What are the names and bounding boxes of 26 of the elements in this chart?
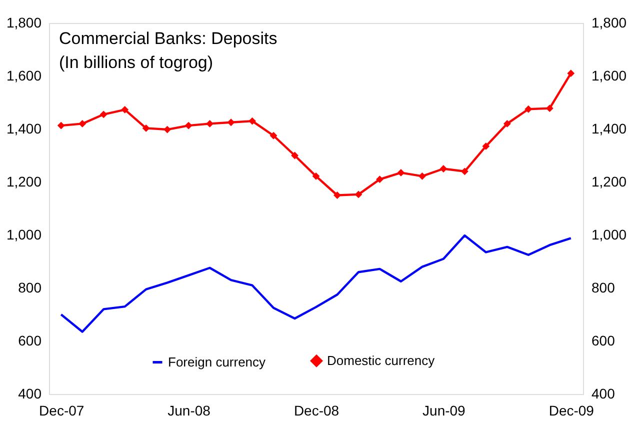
x-tick-label: Jun-08 (168, 402, 211, 418)
y2-tick-label: 400 (592, 386, 616, 402)
line-series (60, 234, 572, 333)
y2-tick-label: 800 (592, 280, 616, 296)
y-tick-label: 1,800 (6, 14, 42, 30)
legend-label: Domestic currency (327, 352, 436, 368)
x-tick-label: Dec-08 (294, 402, 340, 418)
y-tick-label: 1,600 (6, 68, 42, 84)
x-tick-label: Dec-09 (548, 402, 594, 418)
y2-tick-label: 1,200 (592, 174, 627, 190)
text: (In billions of togrog) (59, 53, 214, 72)
y2-tick-label: 1,000 (592, 226, 627, 242)
x-tick-label: Jun-09 (422, 402, 466, 418)
y-tick-label: 1,400 (6, 120, 42, 136)
y-tick-label: 600 (18, 332, 42, 348)
y-tick-label: 1,000 (6, 226, 42, 242)
y2-tick-label: 1,800 (592, 14, 627, 30)
x-tick-label: Dec-07 (39, 402, 84, 418)
y-tick-label: 1,200 (6, 174, 42, 190)
y2-tick-label: 1,600 (592, 68, 627, 84)
y2-tick-label: 1,400 (592, 120, 627, 136)
y-tick-label: 400 (18, 386, 42, 402)
y-tick-label: 800 (18, 280, 42, 296)
legend-label: Foreign currency (168, 354, 266, 370)
y2-tick-label: 600 (592, 332, 616, 348)
chart-title: Commercial Banks: Deposits (59, 29, 278, 48)
